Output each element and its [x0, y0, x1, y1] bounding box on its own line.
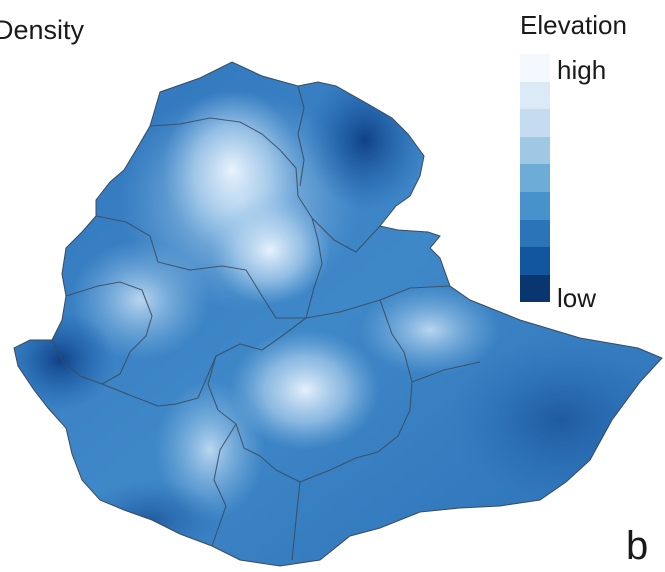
legend-swatch	[520, 274, 550, 303]
legend-title: Elevation	[520, 10, 627, 40]
region-boundaries	[51, 85, 481, 561]
legend-low-label: low	[557, 283, 597, 313]
country-outline	[13, 61, 663, 567]
panel-letter: b	[626, 524, 649, 568]
legend-swatch	[520, 136, 550, 165]
legend-swatch	[520, 81, 550, 110]
map-title: Density	[0, 15, 85, 45]
legend-color-scale	[520, 54, 550, 303]
legend-swatch	[520, 109, 550, 137]
legend-swatch	[520, 219, 550, 248]
legend-swatch	[520, 191, 550, 220]
legend-high-label: high	[557, 55, 607, 85]
legend-swatch	[520, 54, 550, 82]
legend-swatch	[520, 247, 550, 275]
legend-swatch	[520, 164, 550, 192]
